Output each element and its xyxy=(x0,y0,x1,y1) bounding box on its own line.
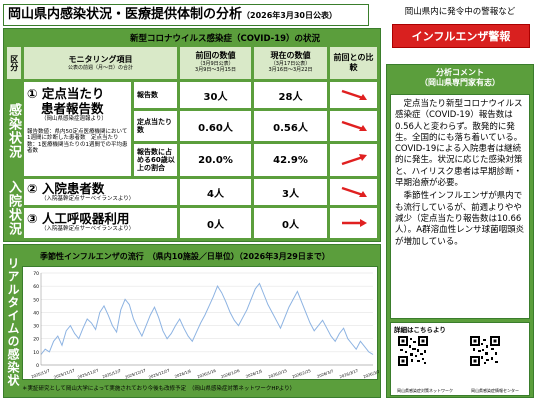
curr-elderly-ratio: 42.9% xyxy=(253,143,328,177)
curr-reports: 28人 xyxy=(253,81,328,109)
curr-hospitalized: 3人 xyxy=(253,178,328,206)
compare-arrow-hospitalized-icon xyxy=(329,178,378,206)
comment-heading: 分析コメント （岡山県専門家有志） xyxy=(420,68,500,88)
covid-heading: 新型コロナウイルス感染症（COVID-19）の状況 xyxy=(129,34,321,44)
curr-per-point: 0.56人 xyxy=(253,110,328,142)
comment-paragraph-covid: 定点当たり新型コロナウイルス感染症（COVID-19）報告数は0.56人と変わら… xyxy=(395,99,523,189)
flu-series-line xyxy=(40,282,374,355)
section-realtime: リアルタイムの感染状況 xyxy=(0,257,20,387)
comment-paragraph-flu: 季節性インフルエンザが県内でも流行しているが、前週よりやや減少（定点当たり報告数… xyxy=(395,191,525,247)
row-label-reports: 報告数 xyxy=(133,81,178,109)
x-tick-label: 2026/3/27 xyxy=(362,368,379,380)
qr-code-info-center-icon xyxy=(470,336,500,366)
qr-code-network[interactable] xyxy=(398,336,428,370)
x-tick-label: 2026/2/25 xyxy=(291,368,312,380)
x-tick-label: 2025/11/7 xyxy=(30,368,51,380)
y-tick-label: 40 xyxy=(33,310,39,316)
compare-arrow-ventilator-icon xyxy=(329,207,378,239)
qr-label-network: 岡山県感染症対策ネットワーク xyxy=(397,388,453,393)
x-tick-label: 2026/1/6 xyxy=(174,368,192,379)
influenza-warning-badge: インフルエンザ警報 xyxy=(392,24,530,48)
y-tick-label: 10 xyxy=(33,350,39,356)
title-text: 岡山県内感染状況・医療提供体制の分析 xyxy=(8,7,243,22)
compare-arrow-elderly-icon xyxy=(329,143,378,177)
col-prev-header: 前回の数値 （3月9日公表） 3月9日～3月15日 xyxy=(179,46,252,80)
prev-reports: 30人 xyxy=(179,81,252,109)
y-tick-label: 30 xyxy=(33,324,39,330)
row-label-per-point: 定点当たり数 xyxy=(133,110,178,142)
col-section-header: 区分 xyxy=(6,46,22,80)
section-hospital: 入院状況 xyxy=(6,180,21,236)
x-tick-label: 2025/12/27 xyxy=(148,367,171,379)
y-tick-label: 70 xyxy=(33,271,39,277)
item2-box: ② 入院患者数 （入院基幹定点サーベイランスより） xyxy=(23,178,178,206)
page-title: 岡山県内感染状況・医療提供体制の分析（2026年3月30日公表） xyxy=(3,4,369,26)
flu-chart: 0 10 20 30 40 50 60 70 2025/11/7 2025/11/17 2025/1… xyxy=(22,266,383,380)
x-tick-label: 2026/3/7 xyxy=(316,368,334,379)
col-item-header: モニタリング項目 公表の前週（月～日）の合計 xyxy=(23,46,178,80)
prev-per-point: 0.60人 xyxy=(179,110,252,142)
chart-footnote: ＊実証研究として岡山大学によって実施されており今後も改修予定 （岡山県感染症対策… xyxy=(22,386,296,392)
comment-body: 定点当たり新型コロナウイルス感染症（COVID-19）報告数は0.56人と変わら… xyxy=(390,94,530,319)
y-tick-label: 50 xyxy=(33,297,39,303)
curr-ventilator: 0人 xyxy=(253,207,328,239)
x-tick-label: 2025/12/17 xyxy=(124,367,147,379)
compare-arrow-per-point-icon xyxy=(329,110,378,142)
chart-title: 季節性インフルエンザの流行 （県内10施設／日単位）（2026年3月29日まで） xyxy=(40,252,330,261)
x-tick-label: 2026/1/26 xyxy=(220,368,241,380)
title-date: （2026年3月30日公表） xyxy=(242,11,337,20)
section-infection: 感染状況 xyxy=(6,103,21,159)
qr-heading: 詳細はこちらより xyxy=(394,326,446,334)
item1-box: ① 定点当たり 患者報告数 （岡山県感染症週報より） 報告数値：県内50定点医療… xyxy=(23,81,132,177)
x-tick-label: 2026/3/17 xyxy=(339,368,360,380)
y-tick-label: 20 xyxy=(33,337,39,343)
qr-code-info-center[interactable] xyxy=(470,336,500,370)
x-tick-label: 2026/2/15 xyxy=(268,368,289,380)
col-curr-header: 現在の数値 （3月17日公表） 3月16日～3月22日 xyxy=(253,46,328,80)
row-label-elderly-ratio: 報告数に占める60歳以上の割合 xyxy=(133,143,178,177)
prev-elderly-ratio: 20.0% xyxy=(179,143,252,177)
col-compare-header: 前回との比較 xyxy=(329,46,378,80)
x-tick-label: 2025/11/17 xyxy=(53,367,76,379)
qr-label-info-center: 岡山県感染症情報センター xyxy=(471,388,519,393)
y-tick-label: 60 xyxy=(33,284,39,290)
prev-ventilator: 0人 xyxy=(179,207,252,239)
x-tick-label: 2025/11/27 xyxy=(77,367,100,379)
x-tick-label: 2026/1/16 xyxy=(196,368,217,380)
y-tick-label: 0 xyxy=(36,363,39,369)
warning-caption: 岡山県内に発令中の警報など xyxy=(404,7,516,17)
item3-box: ③ 人工呼吸器利用 （入院基幹定点サーベイランスより） xyxy=(23,207,178,239)
x-tick-label: 2026/2/5 xyxy=(245,368,263,379)
prev-hospitalized: 4人 xyxy=(179,178,252,206)
x-tick-label: 2025/12/7 xyxy=(102,368,123,380)
compare-arrow-reports-icon xyxy=(329,81,378,109)
qr-code-network-icon xyxy=(398,336,428,366)
